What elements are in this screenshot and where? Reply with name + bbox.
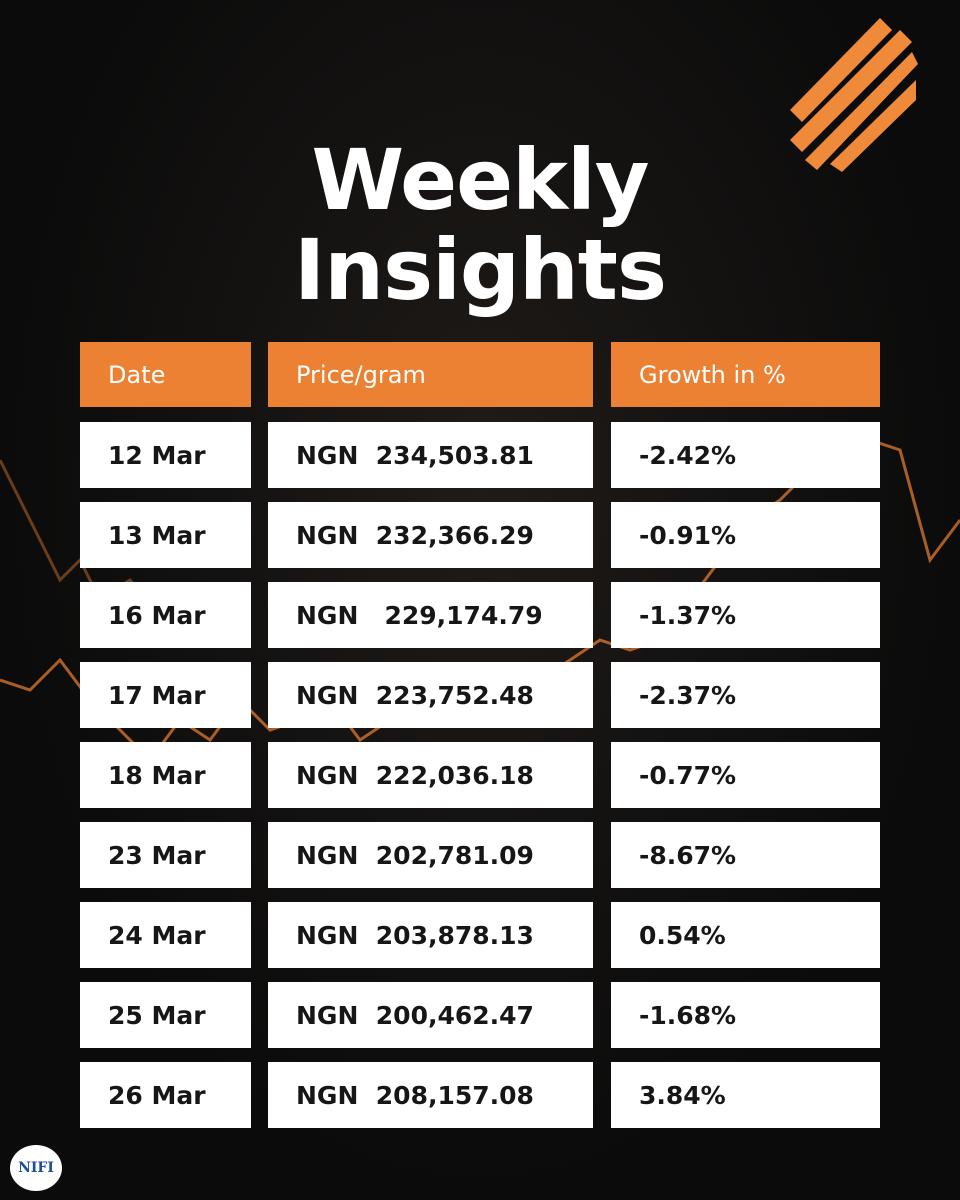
table-cell: 18 Mar [80,742,251,808]
table-cell: NGN 222,036.18 [268,742,593,808]
table-cell: 0.54% [611,902,880,968]
table-cell: 17 Mar [80,662,251,728]
table-cell: -1.37% [611,582,880,648]
table-cell: 23 Mar [80,822,251,888]
header-cell: Price/gram [268,342,593,407]
table-cell: 24 Mar [80,902,251,968]
table-cell: NGN 203,878.13 [268,902,593,968]
table-cell: -2.42% [611,422,880,488]
table-cell: 25 Mar [80,982,251,1048]
table-cell: NGN 229,174.79 [268,582,593,648]
table-cell: -2.37% [611,662,880,728]
table-cell: -0.91% [611,502,880,568]
table-cell: -0.77% [611,742,880,808]
table-cell: -8.67% [611,822,880,888]
table-cell: NGN 232,366.29 [268,502,593,568]
title-line: Insights [294,221,667,319]
logo: NIFI [10,1145,62,1191]
table-cell: 26 Mar [80,1062,251,1128]
table-cell: 13 Mar [80,502,251,568]
table-cell: NGN 200,462.47 [268,982,593,1048]
table-cell: -1.68% [611,982,880,1048]
table-cell: NGN 223,752.48 [268,662,593,728]
table-cell: NGN 234,503.81 [268,422,593,488]
table-cell: NGN 202,781.09 [268,822,593,888]
title-line: Weekly [311,131,649,229]
table-cell: 12 Mar [80,422,251,488]
table-cell: NGN 208,157.08 [268,1062,593,1128]
header-cell: Date [80,342,251,407]
table-cell: 16 Mar [80,582,251,648]
table-cell: 3.84% [611,1062,880,1128]
header-cell: Growth in % [611,342,880,407]
